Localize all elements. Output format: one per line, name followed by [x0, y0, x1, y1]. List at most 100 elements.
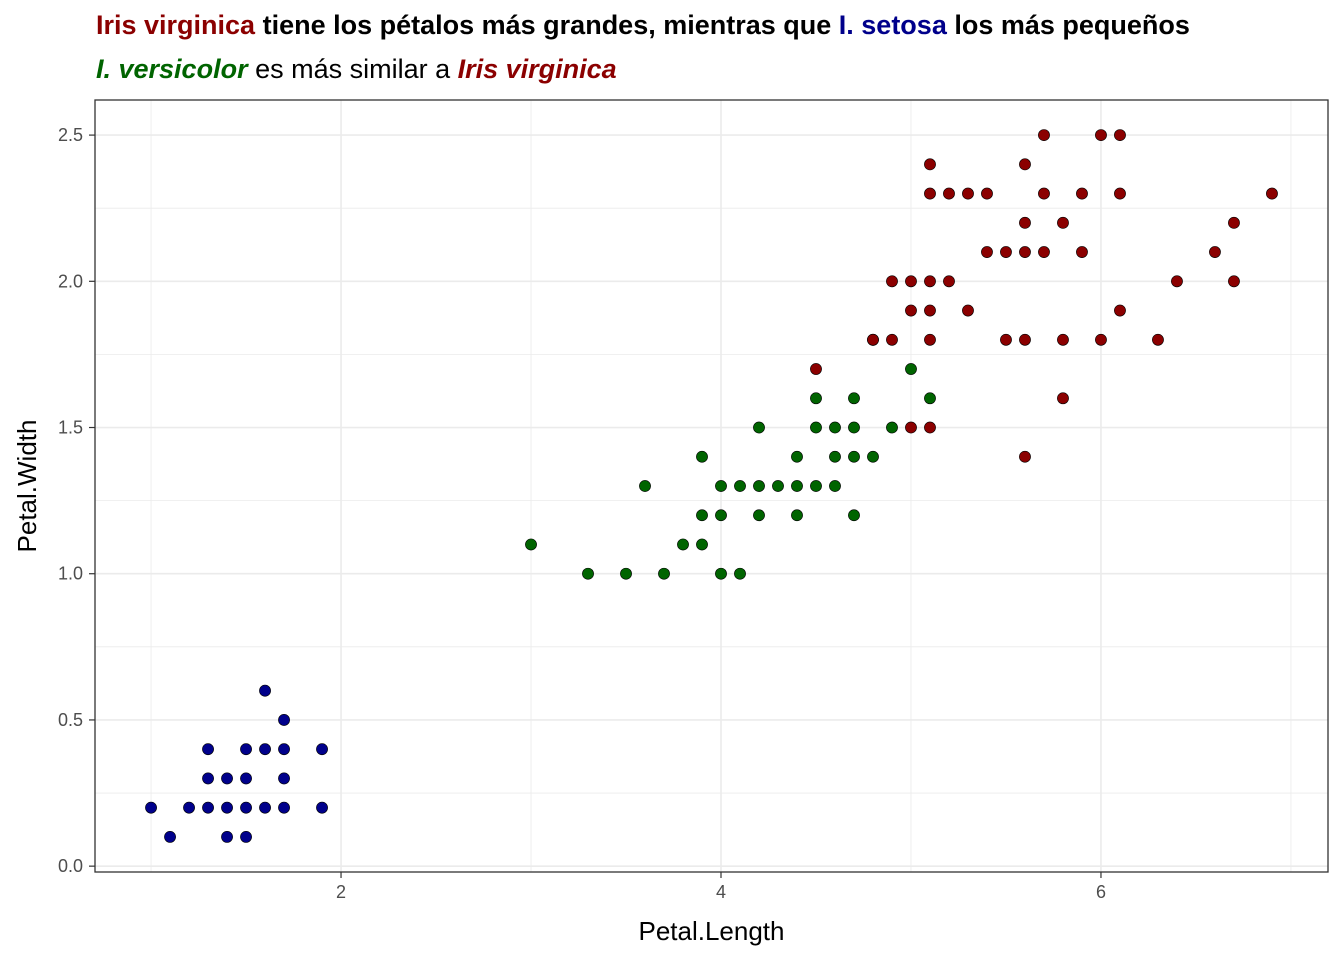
- y-tick-label: 2.0: [58, 271, 83, 291]
- title-line-1-part-2: I. setosa: [838, 10, 947, 40]
- data-point-series-2-25: [1019, 158, 1031, 171]
- y-tick-label: 1.0: [58, 564, 83, 584]
- title-line-2-part-1: es más similar a: [247, 54, 458, 84]
- data-point-series-1-27: [848, 509, 860, 522]
- data-point-series-2-32: [1076, 246, 1088, 258]
- data-point-series-2-40: [1171, 275, 1183, 288]
- data-point-series-2-4: [905, 421, 917, 434]
- data-point-series-2-8: [924, 333, 936, 346]
- x-axis-title: Petal.Length: [638, 916, 784, 946]
- data-point-series-2-33: [1076, 187, 1088, 200]
- data-point-series-2-43: [1228, 216, 1240, 229]
- data-point-series-1-24: [829, 480, 841, 492]
- data-point-series-0-4: [202, 772, 214, 785]
- data-point-series-2-17: [981, 246, 993, 258]
- data-point-series-0-1: [164, 831, 176, 843]
- panel-border: [94, 99, 1329, 873]
- data-point-series-2-41: [1209, 246, 1221, 258]
- data-point-series-1-29: [848, 421, 860, 434]
- data-point-series-1-15: [753, 480, 765, 492]
- data-point-series-2-2: [886, 333, 898, 346]
- data-points: [145, 129, 1278, 843]
- data-point-series-2-31: [1057, 216, 1069, 229]
- data-point-series-1-21: [810, 480, 822, 492]
- data-point-series-2-23: [1019, 246, 1031, 258]
- data-point-series-1-8: [696, 450, 708, 463]
- data-point-series-1-31: [867, 450, 879, 463]
- data-point-series-1-23: [810, 392, 822, 405]
- data-point-series-1-6: [696, 538, 708, 551]
- y-tick-label: 1.5: [58, 418, 83, 438]
- data-point-series-2-14: [943, 187, 955, 200]
- plot-title-line-1: Iris virginica tiene los pétalos más gra…: [96, 10, 1190, 41]
- data-point-series-1-2: [620, 567, 632, 580]
- data-point-series-2-28: [1038, 129, 1050, 141]
- data-point-series-1-16: [753, 421, 765, 434]
- y-tick-label: 0.0: [58, 856, 83, 876]
- data-point-series-1-22: [810, 421, 822, 434]
- data-point-series-0-18: [278, 743, 290, 756]
- grid-lines: [95, 100, 1328, 872]
- data-point-series-1-19: [791, 480, 803, 492]
- data-point-series-1-1: [582, 567, 594, 580]
- data-point-series-2-24: [1019, 216, 1031, 229]
- data-point-series-1-18: [791, 509, 803, 522]
- data-point-series-0-7: [221, 801, 233, 814]
- data-point-series-0-6: [221, 831, 233, 843]
- data-point-series-2-6: [905, 275, 917, 288]
- data-point-series-0-11: [240, 772, 252, 785]
- title-line-2-part-0: I. versicolor: [96, 54, 248, 84]
- data-point-series-1-11: [715, 480, 727, 492]
- data-point-series-1-9: [715, 567, 727, 580]
- data-point-series-2-10: [924, 275, 936, 288]
- data-point-series-2-26: [1038, 246, 1050, 258]
- data-point-series-1-12: [734, 567, 746, 580]
- y-axis-title: Petal.Width: [12, 420, 42, 553]
- data-point-series-0-0: [145, 801, 157, 814]
- data-point-series-1-13: [734, 480, 746, 492]
- data-point-series-2-13: [943, 275, 955, 288]
- data-point-series-2-1: [867, 333, 879, 346]
- data-point-series-2-38: [1114, 129, 1126, 141]
- data-point-series-1-26: [829, 421, 841, 434]
- x-tick-label: 2: [336, 882, 346, 902]
- data-point-series-2-16: [962, 187, 974, 200]
- data-point-series-2-39: [1152, 333, 1164, 346]
- title-line-2-part-2: Iris virginica: [457, 54, 617, 84]
- data-point-series-1-10: [715, 509, 727, 522]
- data-point-series-0-14: [259, 743, 271, 756]
- data-point-series-2-12: [924, 158, 936, 171]
- data-point-series-2-22: [1019, 333, 1031, 346]
- data-point-series-2-35: [1095, 129, 1107, 141]
- data-point-series-2-5: [905, 304, 917, 317]
- data-point-series-0-20: [316, 801, 328, 814]
- data-point-series-2-3: [886, 275, 898, 288]
- data-point-series-2-0: [810, 363, 822, 375]
- data-point-series-2-27: [1038, 187, 1050, 200]
- data-point-series-2-18: [981, 187, 993, 200]
- axes: 2 4 6 0.0 0.5 1.0 1.5 2.0 2.5: [58, 125, 1106, 902]
- data-point-series-1-25: [829, 450, 841, 463]
- data-point-series-1-7: [696, 509, 708, 522]
- data-point-series-0-19: [278, 714, 290, 726]
- data-point-series-0-9: [240, 831, 252, 843]
- title-line-1-part-0: Iris virginica: [96, 10, 256, 40]
- data-point-series-0-16: [278, 801, 290, 814]
- data-point-series-2-9: [924, 304, 936, 317]
- data-point-series-1-4: [658, 567, 670, 580]
- data-point-series-1-3: [639, 480, 651, 492]
- data-point-series-1-35: [924, 392, 936, 405]
- data-point-series-1-17: [772, 480, 784, 492]
- data-point-series-2-21: [1019, 450, 1031, 463]
- data-point-series-0-2: [183, 801, 195, 814]
- data-point-series-0-10: [240, 801, 252, 814]
- data-point-series-1-30: [848, 392, 860, 405]
- data-point-series-1-34: [905, 363, 917, 375]
- data-point-series-2-34: [1095, 333, 1107, 346]
- data-point-series-2-29: [1057, 392, 1069, 405]
- data-point-series-0-21: [316, 743, 328, 756]
- data-point-series-1-33: [886, 421, 898, 434]
- title-line-1-part-3: los más pequeños: [946, 10, 1190, 40]
- data-point-series-0-12: [240, 743, 252, 756]
